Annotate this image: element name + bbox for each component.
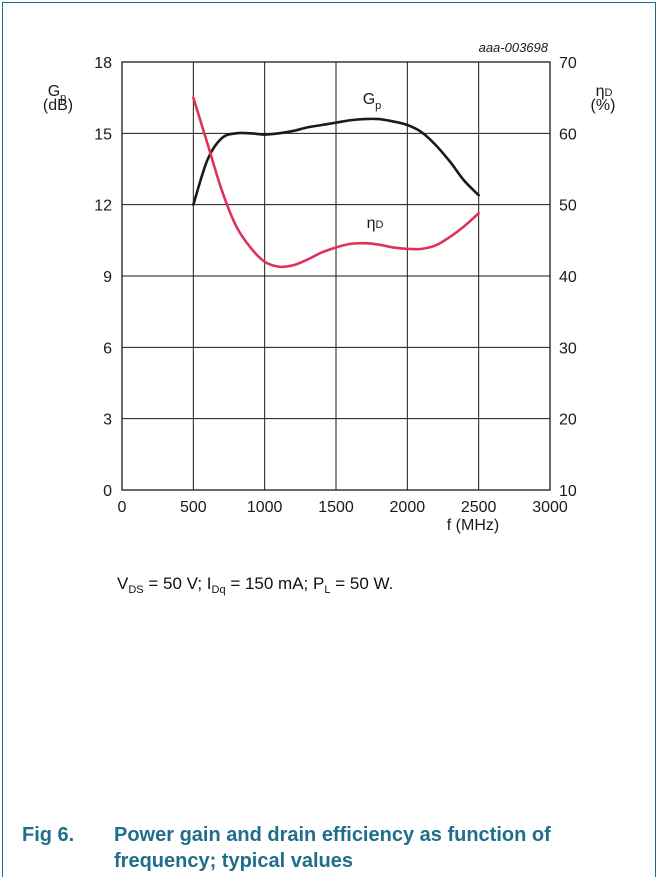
y-right-label: ηD <box>596 83 613 100</box>
y-left-tick-label: 0 <box>103 483 112 500</box>
series-lines <box>192 96 480 269</box>
y-left-tick-labels: 0 3 6 9 12 15 18 <box>94 55 112 500</box>
x-axis-label: f (MHz) <box>447 517 499 534</box>
cond-v-val: = 50 V; <box>143 574 207 593</box>
x-tick-label: 1000 <box>247 499 283 516</box>
x-tick-label: 3000 <box>532 499 568 516</box>
y-right-tick-labels: 10 20 30 40 50 60 70 <box>559 55 577 500</box>
y-left-label-sub: p <box>60 92 66 104</box>
gain-efficiency-chart: 0 500 1000 1500 2000 2500 3000 0 3 6 9 12 15 18 10 20… <box>43 40 616 534</box>
series-label-gp-main: G <box>363 91 375 108</box>
series-label-etad-main: η <box>367 215 376 232</box>
y-right-label-main: η <box>596 83 605 100</box>
y-left-tick-label: 12 <box>94 198 112 215</box>
cond-v-sub: DS <box>128 584 144 596</box>
x-tick-label: 0 <box>118 499 127 516</box>
cond-p-val: = 50 W. <box>330 574 394 593</box>
cond-p-main: P <box>313 574 325 593</box>
y-left-label-main: G <box>48 83 60 100</box>
x-tick-label: 2500 <box>461 499 497 516</box>
y-right-tick-label: 30 <box>559 340 577 357</box>
series-label-gp-sub: p <box>375 100 381 112</box>
series-label-etad: ηD <box>367 215 384 232</box>
y-right-label-sub: D <box>604 87 612 99</box>
y-right-tick-label: 50 <box>559 198 577 215</box>
y-left-tick-label: 6 <box>103 340 112 357</box>
y-right-tick-label: 20 <box>559 412 577 429</box>
figure-title: Power gain and drain efficiency as funct… <box>114 824 551 872</box>
y-left-tick-label: 18 <box>94 55 112 72</box>
y-left-tick-label: 15 <box>94 126 112 143</box>
x-tick-label: 2000 <box>390 499 426 516</box>
cond-i-val: = 150 mA; <box>225 574 314 593</box>
y-right-tick-label: 70 <box>559 55 577 72</box>
y-left-label: Gp <box>48 83 67 104</box>
y-right-tick-label: 40 <box>559 269 577 286</box>
plot-border <box>121 61 551 491</box>
cond-v-main: V <box>117 574 129 593</box>
x-tick-labels: 0 500 1000 1500 2000 2500 3000 <box>118 499 568 516</box>
figure-number: Fig 6. <box>22 824 75 846</box>
series-line-etad <box>192 96 480 269</box>
cond-i-sub: Dq <box>211 584 226 596</box>
series-label-gp: Gp <box>363 91 382 112</box>
y-left-unit: (dB) <box>43 97 73 114</box>
y-right-tick-label: 60 <box>559 126 577 143</box>
cond-p-sub: L <box>324 584 331 596</box>
figure-id: aaa-003698 <box>479 40 549 55</box>
x-tick-label: 1500 <box>318 499 354 516</box>
y-right-unit: (%) <box>591 97 616 114</box>
x-tick-label: 500 <box>180 499 207 516</box>
series-label-etad-sub: D <box>375 219 383 231</box>
test-conditions: VDS = 50 V; IDq = 150 mA; PL = 50 W. <box>117 574 393 596</box>
y-left-tick-label: 9 <box>103 269 112 286</box>
cond-i-main: I <box>206 574 212 593</box>
grid-lines <box>121 61 551 491</box>
series-line-gp <box>192 117 480 206</box>
y-right-tick-label: 10 <box>559 483 577 500</box>
y-left-tick-label: 3 <box>103 412 112 429</box>
